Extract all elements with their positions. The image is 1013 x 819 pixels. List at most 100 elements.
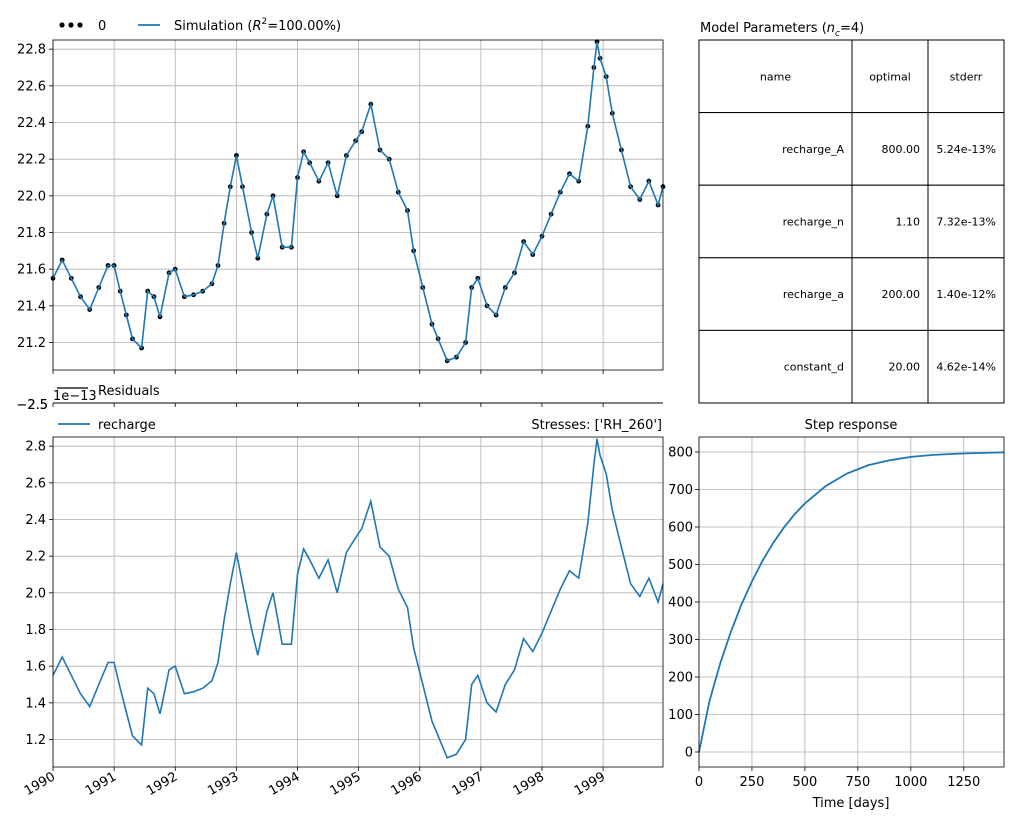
parameters-table-panel: Model Parameters (nc=4) name optimal stder… [698, 21, 1005, 404]
x-tick-label: 750 [845, 775, 870, 790]
y-tick-label: 22.2 [17, 153, 46, 168]
residuals-y-tick-label: −2.5 [16, 398, 48, 413]
table-data-cell: 1.10 [896, 216, 921, 229]
y-tick-label: 500 [668, 558, 693, 573]
y-tick-label: 2.2 [25, 550, 46, 565]
main-grid [52, 40, 663, 370]
legend-observation-marker [68, 22, 74, 28]
parameters-table-title: Model Parameters (nc=4) [700, 21, 864, 39]
y-tick-label: 800 [668, 446, 693, 461]
step-response-title: Step response [805, 418, 898, 433]
x-tick-label: 1250 [947, 775, 980, 790]
table-data-cell: 5.24e-13% [936, 143, 996, 156]
step-x-axis-label: Time [days] [812, 796, 890, 811]
y-tick-label: 22.0 [17, 189, 46, 204]
parameters-table: name optimal stderr recharge_A 800.00 5.24e-1… [698, 39, 1005, 404]
x-tick-label: 0 [695, 775, 703, 790]
x-tick-label: 1995 [327, 769, 363, 799]
y-tick-label: 0 [685, 746, 693, 761]
stress-y-ticks: 1.2 1.4 1.6 1.8 2.0 2.2 2.4 2.6 2.8 [25, 440, 53, 748]
y-tick-label: 1.4 [25, 696, 46, 711]
y-tick-label: 21.4 [17, 299, 46, 314]
y-tick-label: 300 [668, 633, 693, 648]
table-cell [698, 184, 853, 259]
x-tick-label: 1999 [572, 769, 608, 799]
legend-observation-label: 0 [98, 19, 106, 34]
step-response-panel: 0 100 200 300 400 500 600 700 800 0 250 500 750 1000… [668, 418, 1005, 811]
stress-title: Stresses: ['RH_260'] [531, 418, 662, 433]
x-tick-label: 1991 [83, 769, 119, 799]
y-tick-label: 2.6 [25, 476, 46, 491]
step-grid [698, 437, 1004, 767]
table-cell [851, 329, 929, 404]
x-tick-label: 1993 [205, 769, 241, 799]
y-tick-label: 2.8 [25, 440, 46, 455]
table-data-cell: 800.00 [882, 143, 921, 156]
main-y-ticks: 21.2 21.4 21.6 21.8 22.0 22.2 22.4 22.6 22.8 [17, 43, 53, 351]
table-cell [851, 257, 929, 331]
y-tick-label: 1.8 [25, 623, 46, 638]
legend-observation-marker [77, 22, 83, 28]
y-tick-label: 1.2 [25, 733, 46, 748]
x-tick-label: 1000 [894, 775, 927, 790]
table-data-cell: recharge_n [783, 216, 844, 229]
y-tick-label: 22.6 [17, 79, 46, 94]
x-tick-label: 1997 [450, 769, 486, 799]
table-header-cell: name [760, 70, 791, 83]
table-data-cell: 7.32e-13% [936, 216, 996, 229]
table-cell [698, 39, 853, 114]
residuals-title: Residuals [98, 384, 160, 399]
y-tick-label: 1.6 [25, 660, 46, 675]
x-tick-label: 1998 [511, 769, 547, 799]
y-tick-label: 21.2 [17, 336, 46, 351]
table-cell [927, 184, 1005, 259]
stress-grid [52, 437, 663, 767]
y-tick-label: 400 [668, 596, 693, 611]
table-cell [927, 112, 1005, 186]
table-cell [851, 112, 929, 186]
main-panel: 21.2 21.4 21.6 21.8 22.0 22.2 22.4 22.6 22.8 0 S… [17, 17, 666, 374]
table-data-cell: 20.00 [889, 361, 921, 374]
y-tick-label: 21.8 [17, 226, 46, 241]
y-tick-label: 22.8 [17, 43, 46, 58]
main-axes-frame [52, 39, 664, 371]
main-legend: 0 Simulation (R2=100.00%) [59, 17, 341, 34]
table-header-cell: stderr [950, 70, 983, 83]
table-data-cell: recharge_A [782, 143, 844, 156]
step-x-ticks: 0 250 500 750 1000 1250 [695, 767, 980, 790]
x-tick-label: 1992 [144, 769, 180, 799]
x-tick-label: 1990 [22, 769, 58, 799]
main-observations [50, 39, 666, 364]
recharge-line [52, 438, 664, 759]
residuals-y-tick-label: −2.5 [16, 398, 48, 413]
residuals-panel: Residuals 1e−13 −2.5 −2.5 [16, 384, 663, 413]
table-data-cell: 200.00 [882, 288, 921, 301]
main-simulation-line [52, 41, 664, 362]
y-tick-label: 700 [668, 483, 693, 498]
table-cell [927, 39, 1005, 114]
stress-panel: 1.2 1.4 1.6 1.8 2.0 2.2 2.4 2.6 2.8 1990 1991 1992… [22, 418, 664, 799]
table-cell [851, 39, 929, 114]
x-tick-label: 500 [792, 775, 817, 790]
table-data-cell: 4.62e-14% [936, 361, 996, 374]
step-y-ticks: 0 100 200 300 400 500 600 700 800 [668, 446, 699, 761]
stress-legend-label: recharge [98, 418, 156, 433]
y-tick-label: 100 [668, 708, 693, 723]
table-cell [927, 257, 1005, 331]
x-tick-label: 1996 [389, 769, 425, 799]
table-cell [927, 329, 1005, 404]
residuals-x-tick-marks [52, 403, 604, 407]
x-tick-label: 1994 [266, 769, 302, 799]
y-tick-label: 600 [668, 521, 693, 536]
y-tick-label: 22.4 [17, 116, 46, 131]
stress-x-ticks: 1990 1991 1992 1993 1994 1995 1996 1997 1998 1999 [22, 767, 608, 799]
table-data-cell: 1.40e-12% [936, 288, 996, 301]
stress-axes-frame [52, 436, 664, 768]
table-header-cell: optimal [869, 70, 911, 83]
table-data-cell: recharge_a [783, 288, 844, 301]
legend-simulation-label: Simulation (R2=100.00%) [174, 17, 341, 34]
y-tick-label: 21.6 [17, 263, 46, 278]
legend-observation-marker [59, 22, 65, 28]
main-x-tick-marks [52, 370, 604, 374]
y-tick-label: 200 [668, 671, 693, 686]
